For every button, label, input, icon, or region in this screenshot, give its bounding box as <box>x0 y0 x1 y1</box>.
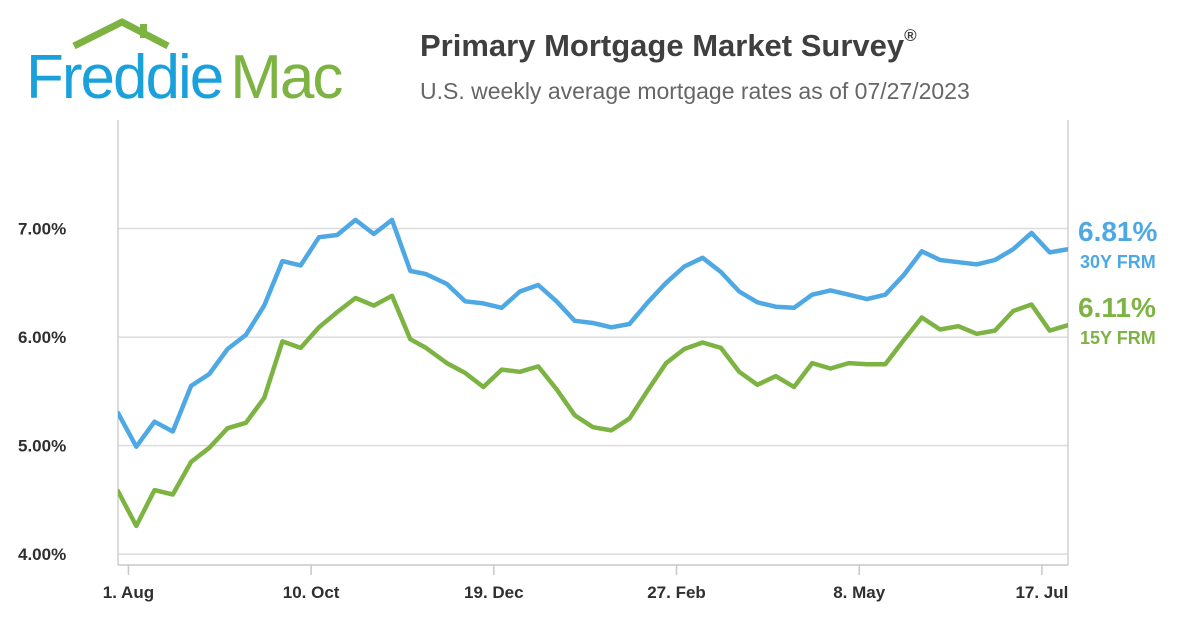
series-end-value: 6.81% <box>1078 216 1157 247</box>
x-tick-label: 27. Feb <box>647 583 706 602</box>
registered-mark: ® <box>904 25 917 45</box>
logo-wordmark: Freddie Mac <box>26 43 342 108</box>
y-tick-label: 5.00% <box>18 437 66 456</box>
logo-chimney-icon <box>140 24 147 38</box>
series-end-value: 6.11% <box>1078 292 1156 323</box>
x-tick-label: 10. Oct <box>283 583 340 602</box>
logo-roof-icon <box>72 18 170 50</box>
chart-title-text: Primary Mortgage Market Survey <box>420 28 905 63</box>
series-line-15y-frm <box>118 293 1068 529</box>
y-tick-label: 6.00% <box>18 328 66 347</box>
x-tick-label: 19. Dec <box>464 583 524 602</box>
x-tick-label: 17. Jul <box>1015 583 1068 602</box>
chart-subtitle: U.S. weekly average mortgage rates as of… <box>420 78 970 104</box>
chart-title: Primary Mortgage Market Survey® <box>420 25 917 64</box>
freddie-mac-logo: Freddie Mac <box>26 18 344 108</box>
x-tick-label: 8. May <box>833 583 886 602</box>
x-tick-label: 1. Aug <box>103 583 154 602</box>
y-tick-label: 7.00% <box>18 220 66 239</box>
series-line-30y-frm <box>118 217 1068 449</box>
y-tick-label: 4.00% <box>18 545 66 564</box>
series-end-name: 30Y FRM <box>1080 252 1156 272</box>
series-end-name: 15Y FRM <box>1080 328 1156 348</box>
